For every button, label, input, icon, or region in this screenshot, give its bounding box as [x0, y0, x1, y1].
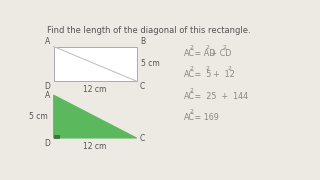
Polygon shape — [54, 47, 137, 81]
Text: 12 cm: 12 cm — [84, 142, 107, 151]
Text: AC: AC — [184, 92, 195, 101]
Text: = AD: = AD — [192, 49, 215, 58]
Text: D: D — [44, 139, 51, 148]
Text: + CD: + CD — [208, 49, 231, 58]
Text: C: C — [140, 134, 145, 143]
Text: =  25  +  144: = 25 + 144 — [192, 92, 248, 101]
Text: C: C — [140, 82, 145, 91]
Text: A: A — [45, 91, 51, 100]
Text: 2: 2 — [206, 45, 210, 50]
Text: 2: 2 — [228, 66, 232, 71]
Text: 2: 2 — [189, 88, 193, 93]
Text: 2: 2 — [222, 45, 226, 50]
Text: B: B — [140, 37, 145, 46]
Text: D: D — [44, 82, 51, 91]
Text: A: A — [45, 37, 51, 46]
Text: 12 cm: 12 cm — [84, 85, 107, 94]
Text: = 169: = 169 — [192, 113, 219, 122]
Text: =  5: = 5 — [192, 70, 211, 79]
Text: AC: AC — [184, 70, 195, 79]
Polygon shape — [54, 95, 137, 138]
Text: AC: AC — [184, 113, 195, 122]
Text: 2: 2 — [189, 109, 193, 114]
Text: 2: 2 — [189, 45, 193, 50]
Text: 2: 2 — [189, 66, 193, 71]
Text: Find the length of the diagonal of this rectangle.: Find the length of the diagonal of this … — [47, 26, 251, 35]
Text: AC: AC — [184, 49, 195, 58]
Text: 2: 2 — [206, 66, 210, 71]
Text: +  12: + 12 — [208, 70, 235, 79]
Text: 5 cm: 5 cm — [29, 112, 48, 121]
Text: 5 cm: 5 cm — [141, 59, 160, 68]
Polygon shape — [54, 135, 59, 138]
